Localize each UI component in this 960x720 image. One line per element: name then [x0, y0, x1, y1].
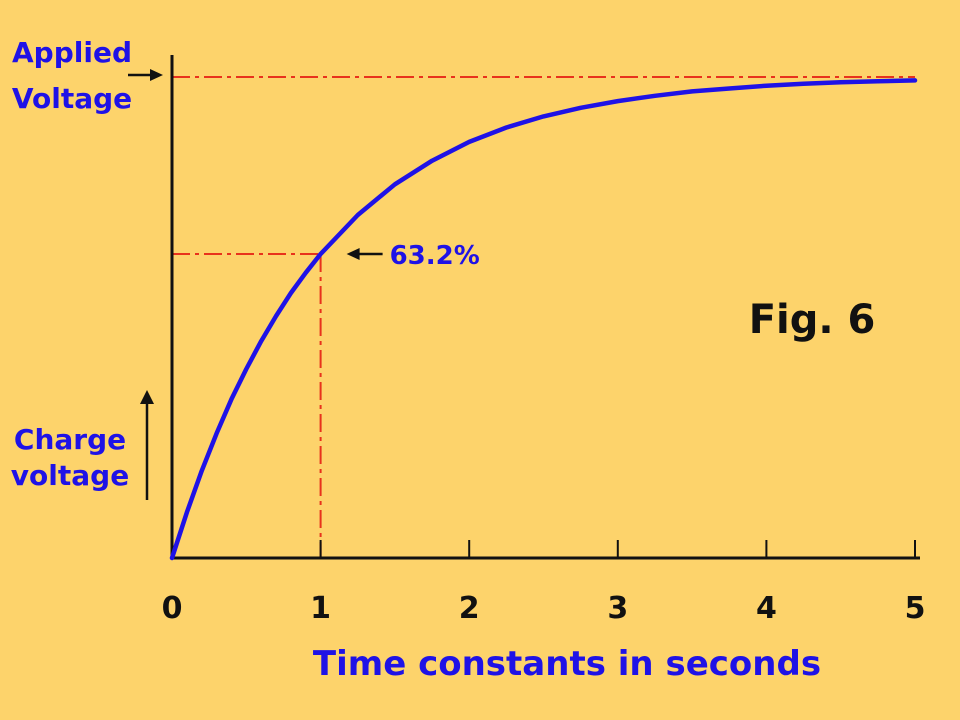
- y-axis-label-line2: voltage: [11, 459, 129, 492]
- up-arrow-icon: [140, 390, 154, 404]
- figure-label: Fig. 6: [749, 297, 876, 343]
- right-arrow-icon: [150, 69, 163, 81]
- x-tick-label-3: 3: [607, 591, 628, 626]
- applied-voltage-label-line2: Voltage: [12, 82, 132, 115]
- x-tick-label-5: 5: [905, 591, 926, 626]
- x-axis-label: Time constants in seconds: [313, 644, 821, 684]
- x-tick-label-1: 1: [310, 591, 331, 626]
- applied-voltage-label-line1: Applied: [12, 36, 132, 69]
- left-arrow-icon: [346, 248, 360, 261]
- x-tick-label-2: 2: [459, 591, 480, 626]
- x-tick-label-0: 0: [162, 591, 183, 626]
- x-tick-label-4: 4: [756, 591, 777, 626]
- y-axis-label-line1: Charge: [14, 423, 126, 456]
- annotation-63-percent: 63.2%: [390, 241, 480, 271]
